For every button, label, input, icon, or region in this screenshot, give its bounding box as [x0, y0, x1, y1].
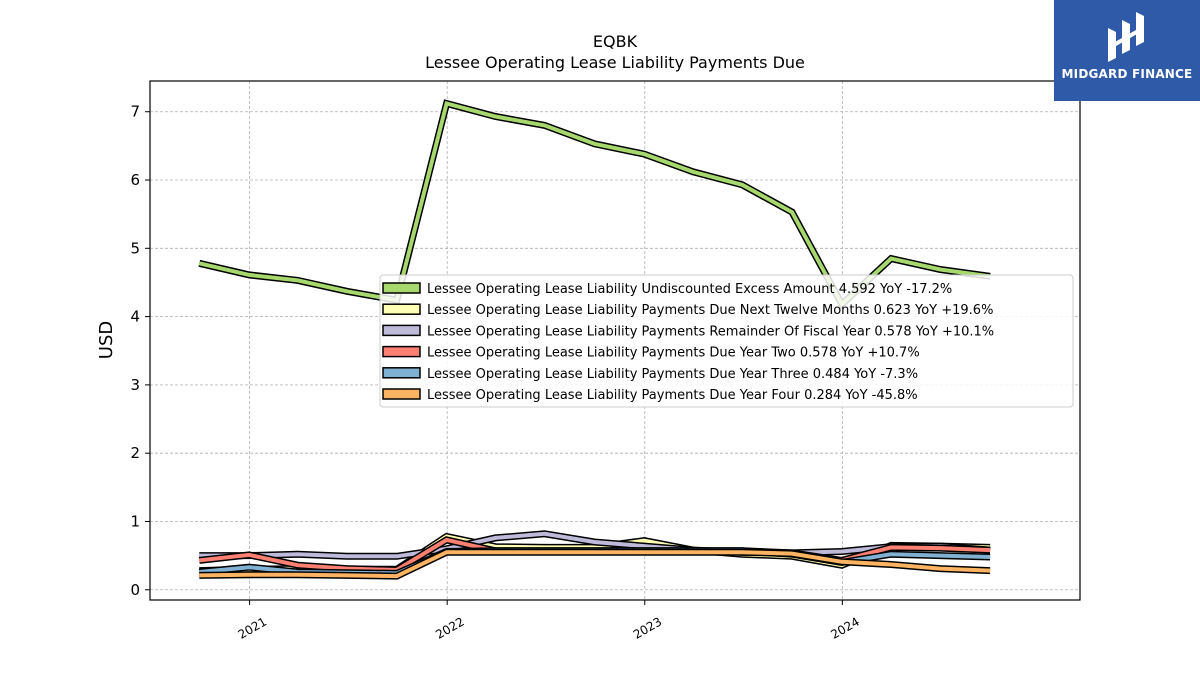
chart-subtitle: Lessee Operating Lease Liability Payment… [425, 53, 805, 72]
y-tick-label: 1 [130, 512, 140, 530]
legend-entry: Lessee Operating Lease Liability Undisco… [427, 282, 952, 297]
y-tick-label: 7 [130, 103, 140, 121]
x-tick-label: 2022 [433, 614, 466, 641]
brand-logo: MIDGARD FINANCE [1054, 0, 1200, 101]
legend-entry: Lessee Operating Lease Liability Payment… [427, 303, 993, 318]
legend-swatch [382, 303, 421, 315]
y-tick-label: 3 [130, 376, 140, 394]
legend-entry: Lessee Operating Lease Liability Payment… [427, 346, 920, 361]
logo-mark-icon [1108, 12, 1144, 62]
x-tick-label: 2023 [631, 614, 664, 641]
y-tick-label: 4 [130, 308, 140, 326]
series-line [198, 101, 991, 308]
plot-frame [149, 80, 1081, 601]
legend: Lessee Operating Lease Liability Undisco… [379, 274, 1074, 408]
legend-swatch [382, 324, 421, 337]
legend-box [379, 274, 1074, 408]
y-tick-label: 0 [130, 581, 140, 599]
chart-title: EQBK [593, 32, 638, 51]
legend-swatch [382, 388, 421, 400]
x-tick-label: 2024 [828, 614, 861, 641]
legend-swatch [382, 367, 421, 379]
y-axis-label: USD [96, 321, 117, 359]
legend-entry: Lessee Operating Lease Liability Payment… [427, 367, 918, 382]
legend-entry: Lessee Operating Lease Liability Payment… [427, 388, 918, 403]
series-line [199, 531, 991, 559]
legend-swatch [382, 345, 421, 358]
legend-entry: Lessee Operating Lease Liability Payment… [427, 324, 994, 339]
y-tick-label: 6 [130, 171, 140, 189]
y-tick-label: 2 [130, 444, 140, 462]
y-tick-label: 5 [130, 239, 140, 257]
series-line [199, 550, 991, 579]
legend-swatch [382, 282, 421, 294]
x-tick-label: 2021 [236, 614, 269, 641]
brand-name: MIDGARD FINANCE [1061, 67, 1193, 81]
